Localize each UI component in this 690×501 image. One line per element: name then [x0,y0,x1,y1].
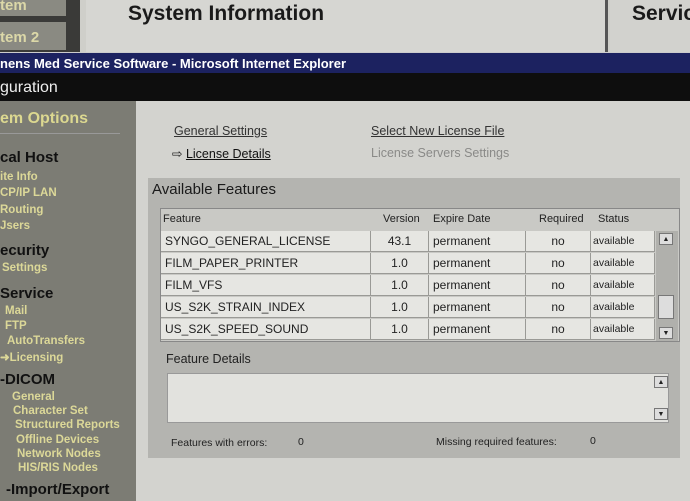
cell-expire-date: permanent [429,275,526,296]
cell-status: available [591,275,655,296]
sidebar-item-ftp[interactable]: FTP [5,320,27,332]
cell-version: 1.0 [371,275,429,296]
sidebar-item-structured-reports[interactable]: Structured Reports [15,419,120,431]
cell-expire-date: permanent [429,297,526,318]
sidebar-group-label: DICOM [5,371,55,388]
service-tab[interactable]: Servic [632,2,690,25]
arrow-right-icon: ⇨ [172,147,186,161]
table-row[interactable]: US_S2K_STRAIN_INDEX 1.0 permanent no availab… [161,297,655,318]
cell-required: no [526,231,591,252]
table-row[interactable]: FILM_VFS 1.0 permanent no available [161,275,655,296]
cell-required: no [526,319,591,340]
feature-details-title: Feature Details [166,352,251,366]
sidebar-group-service[interactable]: Service [0,285,54,302]
features-with-errors-label: Features with errors: [171,437,268,449]
sidebar: em Options cal Host ite Info CP/IP LAN R… [0,101,136,501]
window-title-bar: nens Med Service Software - Microsoft In… [0,52,690,73]
sidebar-group-dicom[interactable]: -DICOM [0,371,55,388]
sidebar-group-security[interactable]: ecurity [0,242,50,259]
sidebar-group-import-export[interactable]: -Import/Export [6,481,109,498]
cell-status: available [591,319,655,340]
top-center-panel [86,0,608,52]
sidebar-item-autotransfers[interactable]: AutoTransfers [7,335,85,347]
cell-status: available [591,231,655,252]
cell-feature: FILM_VFS [161,275,371,296]
sidebar-item-mail[interactable]: Mail [5,305,28,317]
scroll-up-icon[interactable]: ▲ [654,376,668,388]
table-row[interactable]: SYNGO_GENERAL_LICENSE 43.1 permanent no avai… [161,231,655,252]
sidebar-group-local-host[interactable]: cal Host [0,149,59,166]
features-with-errors-value: 0 [298,436,304,448]
cell-version: 1.0 [371,297,429,318]
cell-status: available [591,297,655,318]
feature-details-textarea[interactable]: ▲ ▼ [167,373,669,423]
sidebar-item-routing[interactable]: Routing [0,204,44,216]
cell-version: 1.0 [371,319,429,340]
available-features-title: Available Features [152,181,276,198]
top-right-panel [610,0,690,52]
general-settings-link[interactable]: General Settings [174,124,268,138]
cell-version: 1.0 [371,253,429,274]
table-row[interactable]: FILM_PAPER_PRINTER 1.0 permanent no availabl… [161,253,655,274]
column-header-status[interactable]: Status [598,213,630,225]
cell-feature: SYNGO_GENERAL_LICENSE [161,231,371,252]
table-scrollbar[interactable]: ▲ ▼ [656,231,678,341]
column-header-required[interactable]: Required [539,213,584,225]
cell-expire-date: permanent [429,253,526,274]
scroll-down-icon[interactable]: ▼ [654,408,668,420]
collapse-icon: - [0,371,5,388]
sidebar-item-users[interactable]: Jsers [0,220,31,232]
cell-expire-date: permanent [429,319,526,340]
sidebar-item-licensing[interactable]: ➜Licensing [0,350,63,364]
select-new-license-file-link[interactable]: Select New License File [371,124,505,138]
scroll-thumb[interactable] [658,295,674,319]
sidebar-item-label: Licensing [9,352,64,364]
scroll-up-icon[interactable]: ▲ [659,233,673,245]
sidebar-title: em Options [0,110,89,127]
divider [0,133,120,134]
top-tab-item-2[interactable]: tem 2 [0,22,66,50]
missing-required-features-label: Missing required features: [436,436,557,448]
cell-feature: US_S2K_STRAIN_INDEX [161,297,371,318]
cell-feature: FILM_PAPER_PRINTER [161,253,371,274]
sidebar-item-general[interactable]: General [12,391,55,403]
license-details-link[interactable]: ⇨ License Details [172,146,271,161]
selected-arrow-icon: ➜ [0,352,10,364]
sidebar-item-site-info[interactable]: ite Info [0,171,38,183]
cell-expire-date: permanent [429,231,526,252]
cell-required: no [526,297,591,318]
column-header-expire-date[interactable]: Expire Date [433,213,491,225]
cell-feature: US_S2K_SPEED_SOUND [161,319,371,340]
cell-status: available [591,253,655,274]
collapse-icon: - [6,481,11,498]
cell-required: no [526,275,591,296]
table-row[interactable]: US_S2K_SPEED_SOUND 1.0 permanent no availabl… [161,319,655,340]
sidebar-group-label: Import/Export [11,481,110,498]
missing-required-features-value: 0 [590,435,596,447]
sidebar-item-network-nodes[interactable]: Network Nodes [17,448,101,460]
scroll-down-icon[interactable]: ▼ [659,327,673,339]
system-information-tab[interactable]: System Information [128,2,325,25]
column-header-version[interactable]: Version [383,213,420,225]
top-tab-item[interactable]: tem [0,0,66,16]
cell-required: no [526,253,591,274]
app-section-header: guration [0,73,690,101]
license-servers-settings-link[interactable]: License Servers Settings [371,146,510,160]
features-table: Feature Version Expire Date Required Sta… [160,208,680,342]
sidebar-item-character-set[interactable]: Character Set [13,405,88,417]
sidebar-item-his-ris-nodes[interactable]: HIS/RIS Nodes [18,462,98,474]
sidebar-item-settings[interactable]: Settings [2,262,48,274]
sidebar-item-offline-devices[interactable]: Offline Devices [16,434,100,446]
sidebar-item-tcpip-lan[interactable]: CP/IP LAN [0,187,57,199]
link-label: License Details [185,147,271,161]
column-header-feature[interactable]: Feature [163,213,201,225]
cell-version: 43.1 [371,231,429,252]
